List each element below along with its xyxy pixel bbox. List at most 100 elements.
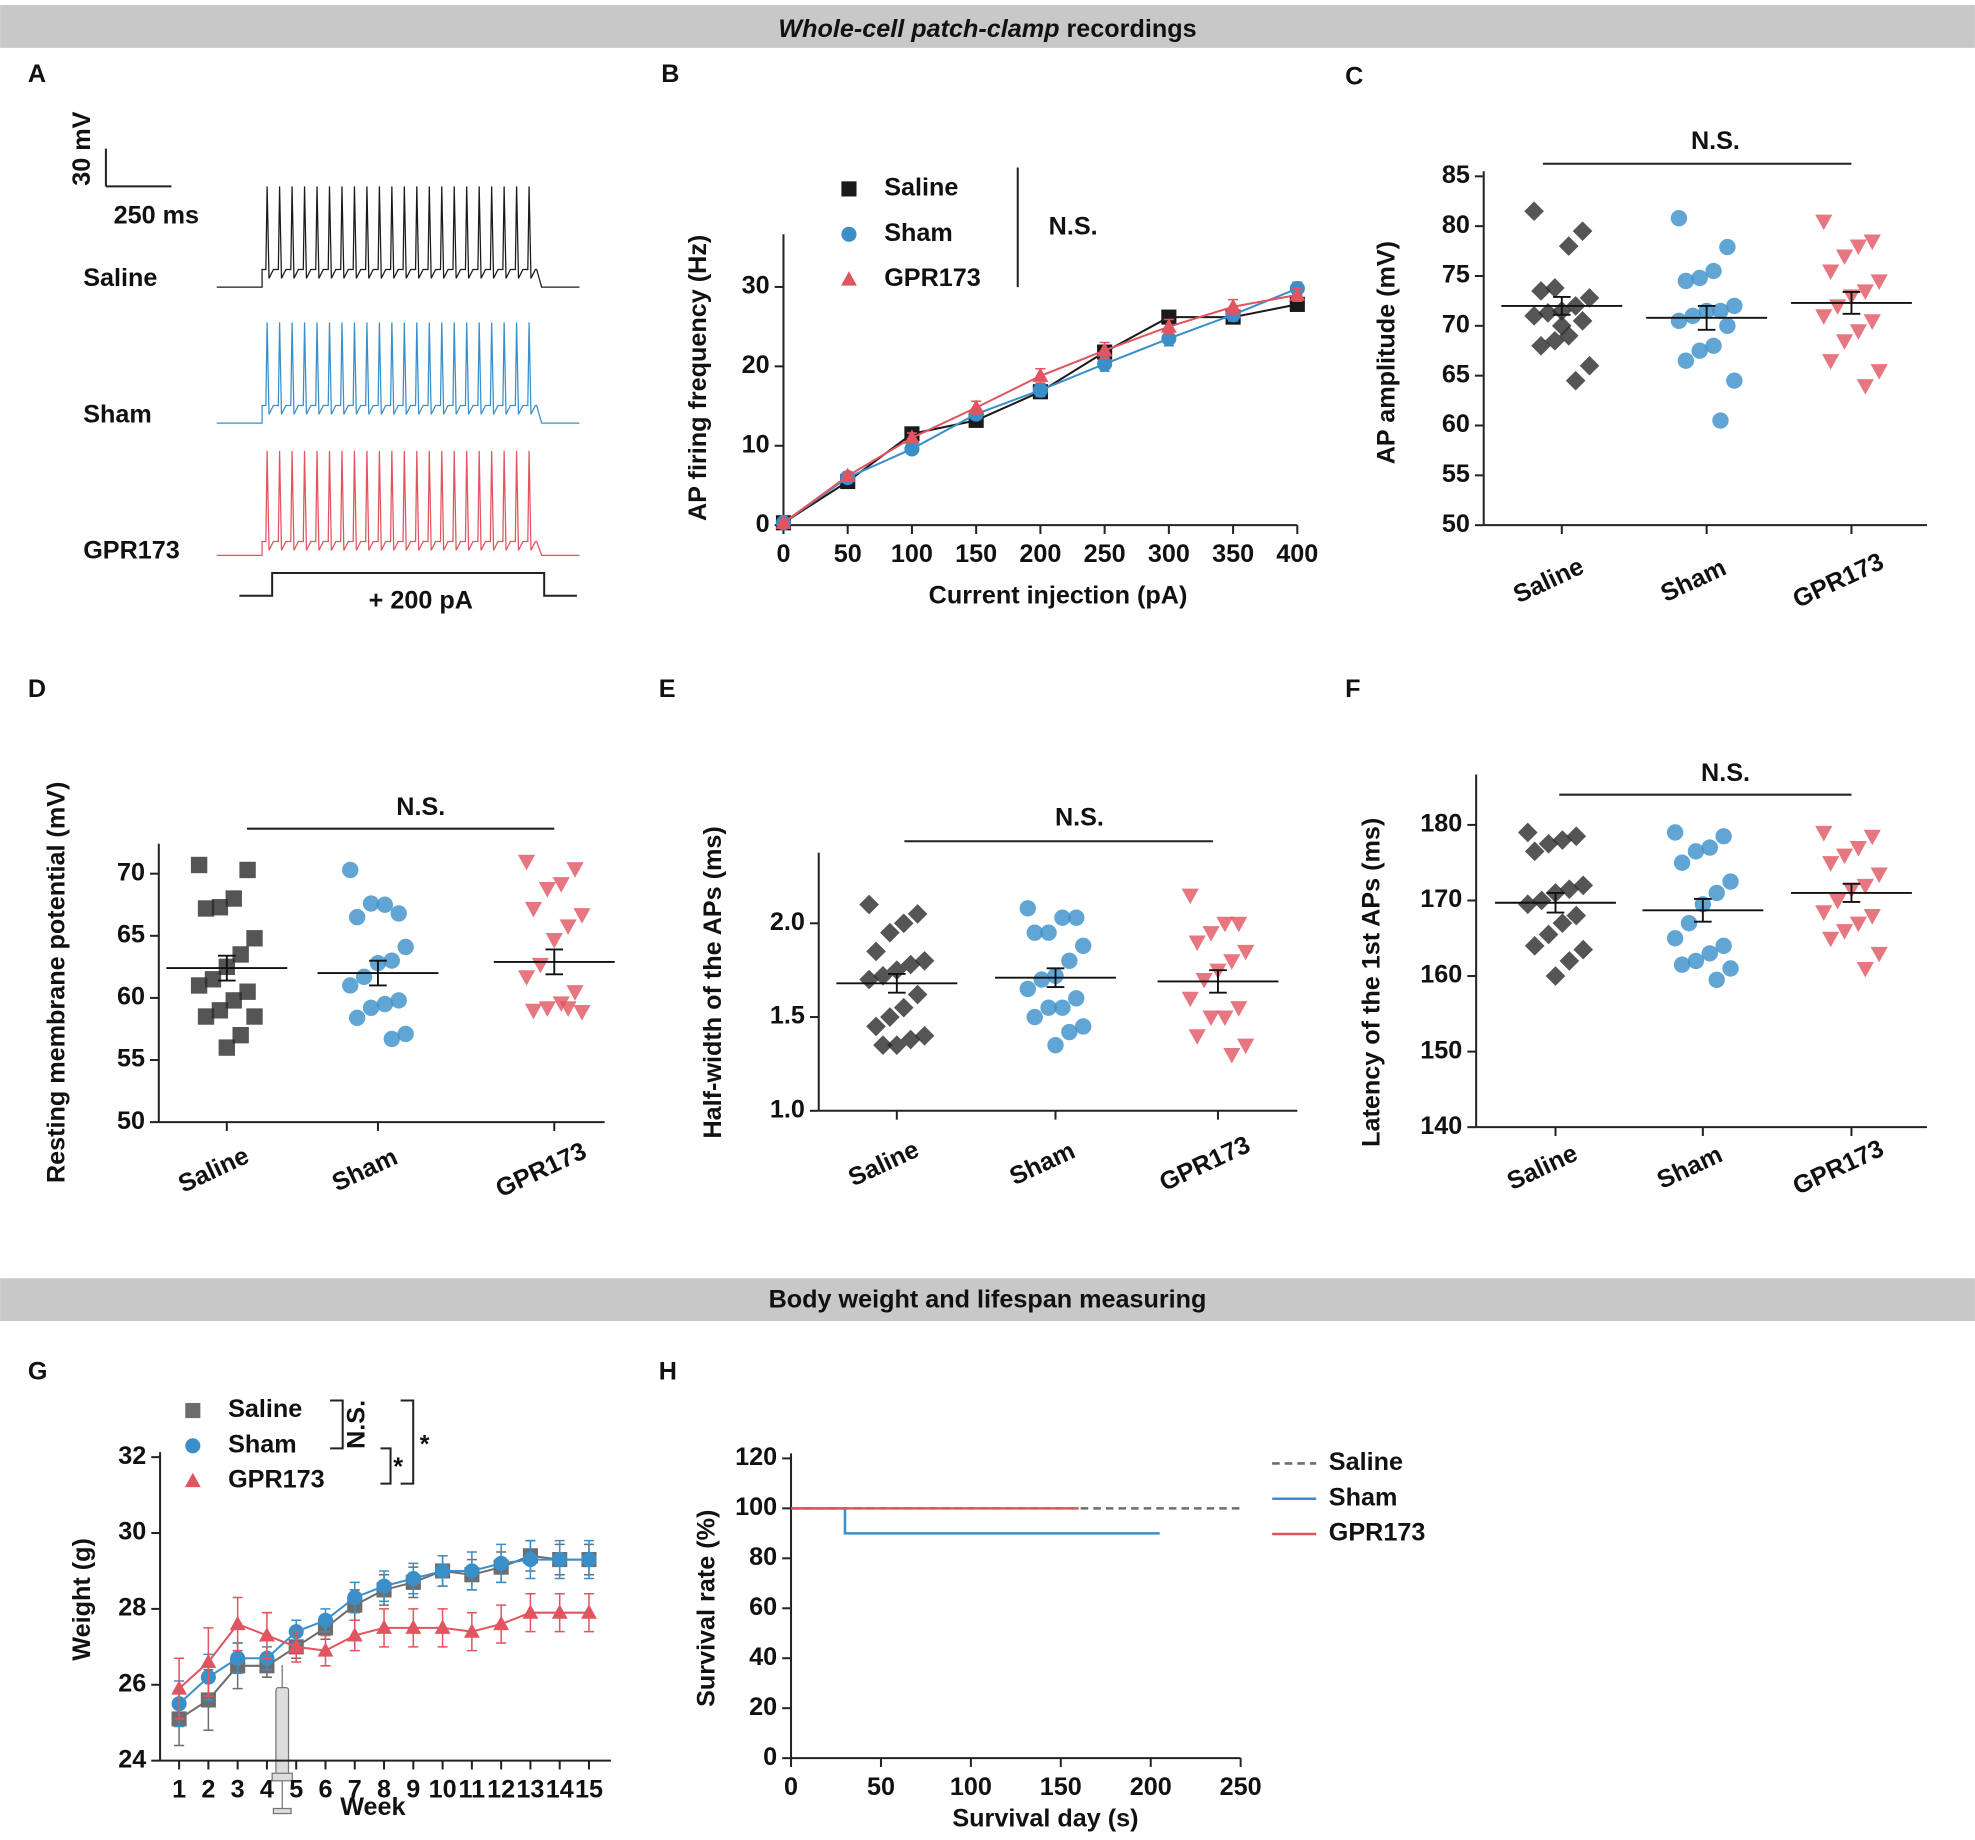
marker — [880, 922, 900, 943]
legend-label: Sham — [1329, 1483, 1398, 1511]
y-tick-label: 20 — [749, 1693, 777, 1721]
marker — [873, 1035, 893, 1055]
marker — [1835, 249, 1854, 266]
marker — [1666, 930, 1684, 947]
marker — [435, 1563, 451, 1579]
marker — [522, 1552, 538, 1568]
panel-label: G — [28, 1357, 48, 1385]
x-tick-label: 250 — [1220, 1773, 1262, 1801]
marker — [1054, 999, 1071, 1016]
marker — [1524, 306, 1544, 326]
marker — [1545, 278, 1565, 298]
marker — [1531, 281, 1551, 301]
marker — [1829, 299, 1847, 315]
marker — [1863, 829, 1881, 846]
marker — [880, 1007, 900, 1027]
marker — [362, 895, 380, 912]
x-axis-label: Survival day (s) — [952, 1805, 1138, 1833]
marker — [1579, 355, 1600, 376]
marker — [355, 968, 373, 985]
legend-label: GPR173 — [884, 264, 981, 292]
marker — [1552, 913, 1573, 933]
category-label: GPR173 — [1789, 1134, 1888, 1200]
scale-label: 250 ms — [114, 201, 199, 229]
x-tick-label: 50 — [834, 540, 862, 568]
x-tick-label: 50 — [867, 1773, 895, 1801]
marker — [1188, 935, 1206, 952]
marker — [552, 877, 570, 893]
marker — [1815, 905, 1833, 921]
marker — [1870, 867, 1888, 884]
marker — [517, 970, 536, 986]
y-tick-label: 60 — [749, 1593, 777, 1621]
marker — [232, 1026, 249, 1044]
marker — [347, 1589, 363, 1606]
marker — [893, 997, 914, 1018]
marker — [859, 894, 879, 915]
marker — [1670, 312, 1688, 330]
y-axis-label: Latency of the 1st APs (ms) — [1358, 818, 1386, 1147]
marker — [538, 882, 556, 898]
marker — [229, 1615, 246, 1631]
y-tick-label: 20 — [742, 351, 770, 379]
panel-label: C — [1345, 63, 1363, 91]
x-tick-label: 6 — [318, 1776, 332, 1804]
x-tick-label: 150 — [955, 540, 997, 568]
marker — [1237, 1038, 1255, 1055]
marker — [493, 1555, 509, 1571]
annotation: N.S. — [1701, 759, 1750, 787]
marker — [1715, 937, 1732, 955]
y-axis-label: Survival rate (%) — [693, 1510, 721, 1707]
marker — [1849, 841, 1867, 857]
marker — [538, 1001, 556, 1017]
marker — [551, 1604, 568, 1619]
marker — [1019, 980, 1036, 998]
marker — [1863, 314, 1881, 330]
x-tick-label: 7 — [348, 1776, 362, 1804]
marker — [1673, 956, 1691, 973]
x-tick-label: 100 — [891, 540, 933, 568]
marker — [1559, 879, 1580, 899]
y-tick-label: 0 — [756, 510, 770, 538]
marker — [914, 950, 935, 971]
marker — [1019, 900, 1036, 917]
y-tick-label: 120 — [735, 1443, 777, 1471]
marker — [463, 1623, 480, 1638]
marker — [464, 1563, 480, 1579]
marker — [1719, 238, 1736, 256]
sem-bar — [217, 954, 236, 982]
x-tick-label: 400 — [1276, 540, 1318, 568]
marker — [1075, 1018, 1092, 1035]
legend-label: Sham — [884, 219, 953, 247]
marker — [1835, 848, 1854, 865]
x-tick-label: 200 — [1130, 1773, 1172, 1801]
marker — [1097, 356, 1113, 372]
x-tick-label: 13 — [516, 1776, 544, 1804]
marker — [1517, 894, 1538, 915]
marker — [1822, 264, 1840, 281]
marker — [1161, 330, 1177, 347]
y-tick-label: 80 — [1442, 211, 1470, 239]
marker — [376, 1619, 392, 1634]
marker — [317, 1642, 334, 1657]
section-title: Body weight and lifespan measuring — [769, 1286, 1207, 1314]
y-tick-label: 60 — [1442, 410, 1470, 438]
y-tick-label: 40 — [749, 1643, 777, 1671]
marker — [1856, 961, 1874, 978]
marker — [1047, 1036, 1064, 1054]
category-label: Saline — [844, 1135, 923, 1192]
panel-label: A — [28, 60, 46, 88]
marker — [1822, 856, 1840, 872]
marker — [1572, 311, 1593, 331]
marker — [886, 1035, 907, 1055]
category-label: Saline — [1503, 1139, 1582, 1196]
marker — [1677, 272, 1695, 290]
x-tick-label: 11 — [459, 1776, 486, 1804]
y-tick-label: 75 — [1442, 261, 1470, 289]
marker — [1223, 954, 1241, 970]
marker — [1531, 890, 1552, 911]
marker — [559, 919, 577, 935]
category-label: Sham — [1653, 1140, 1727, 1194]
y-axis-label: Resting membrane potential (mV) — [43, 782, 71, 1183]
marker — [1558, 236, 1579, 256]
